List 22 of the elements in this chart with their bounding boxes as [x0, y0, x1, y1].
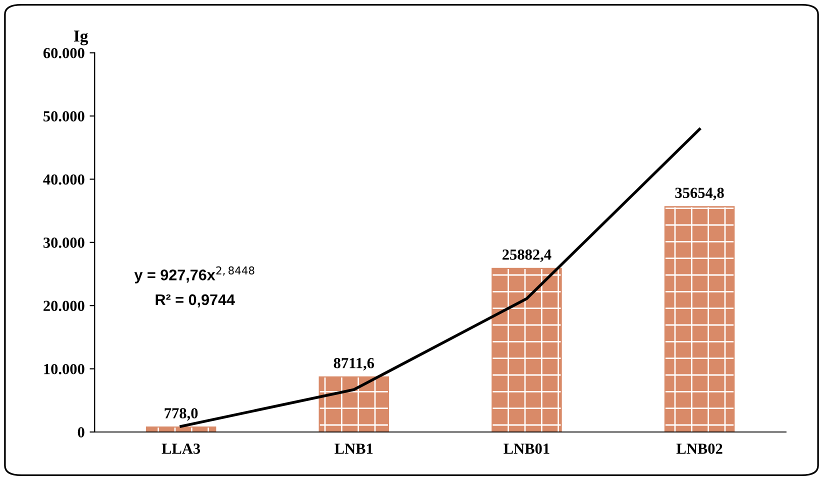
bar: [318, 376, 390, 432]
bar: [146, 426, 216, 432]
data-label: 8711,6: [334, 358, 374, 370]
y-tick-label: 20.000: [44, 300, 84, 312]
x-tick-label: LLA3: [162, 444, 200, 454]
x-tick-label: LNB01: [504, 444, 550, 454]
bar: [492, 268, 562, 432]
data-label: 35654,8: [675, 188, 724, 200]
annotation: y = 927,76x$^{2,8448}$: [134, 266, 254, 284]
y-tick-label: 0: [78, 427, 84, 438]
y-tick-label: 40.000: [43, 174, 84, 185]
bar: [664, 206, 735, 432]
y-axis-title: Ig: [74, 30, 88, 46]
x-tick-label: LNB02: [676, 444, 722, 454]
y-tick-label: 30.000: [43, 238, 84, 248]
data-label: 778,0: [164, 408, 198, 421]
x-tick-label: LNB1: [334, 444, 373, 454]
annotation: R² = 0,9744: [156, 294, 235, 308]
y-tick-label: 60.000: [43, 48, 84, 58]
data-label: 25882,4: [502, 249, 552, 262]
y-tick-label: 10.000: [44, 364, 84, 374]
y-tick-label: 50.000: [44, 111, 84, 122]
